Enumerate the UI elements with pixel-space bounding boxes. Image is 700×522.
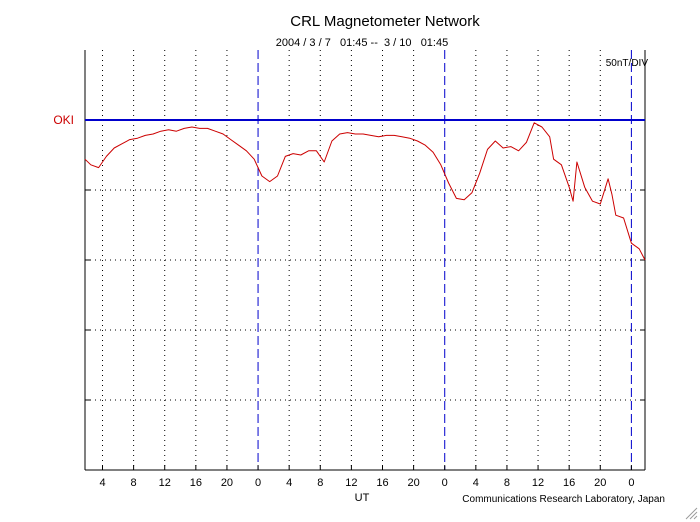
x-tick-label: 16 — [563, 477, 575, 489]
series-line — [84, 122, 646, 261]
scale-label: 50nT/DIV — [606, 58, 649, 69]
x-tick-label: 0 — [442, 477, 448, 489]
x-tick-label: 20 — [407, 477, 419, 489]
series-label: OKI — [53, 113, 74, 127]
credit-label: Communications Research Laboratory, Japa… — [462, 494, 665, 505]
x-tick-label: 20 — [221, 477, 233, 489]
resize-grip-icon[interactable] — [685, 507, 698, 520]
x-tick-label: 0 — [628, 477, 634, 489]
chart-title: CRL Magnetometer Network — [290, 13, 480, 30]
chart-subtitle: 2004 / 3 / 7 01:45 -- 3 / 10 01:45 — [276, 37, 448, 49]
x-tick-label: 16 — [376, 477, 388, 489]
x-tick-label: 16 — [190, 477, 202, 489]
axis-ticks — [85, 119, 645, 470]
x-tick-label: 0 — [255, 477, 261, 489]
x-tick-label: 12 — [345, 477, 357, 489]
x-tick-label: 4 — [286, 477, 292, 489]
x-tick-label: 8 — [317, 477, 323, 489]
x-tick-label: 4 — [473, 477, 479, 489]
x-tick-label: 20 — [594, 477, 606, 489]
x-tick-label: 8 — [504, 477, 510, 489]
grid — [85, 50, 645, 470]
x-tick-label: 12 — [159, 477, 171, 489]
x-axis-label: UT — [355, 492, 370, 504]
x-tick-label: 12 — [532, 477, 544, 489]
x-tick-labels: 4 8 12 16 20 0 4 8 12 16 20 0 4 8 12 16 20 0 — [99, 477, 634, 489]
x-tick-label: 8 — [131, 477, 137, 489]
x-tick-label: 4 — [99, 477, 105, 489]
series-layer: OKI — [53, 113, 646, 261]
